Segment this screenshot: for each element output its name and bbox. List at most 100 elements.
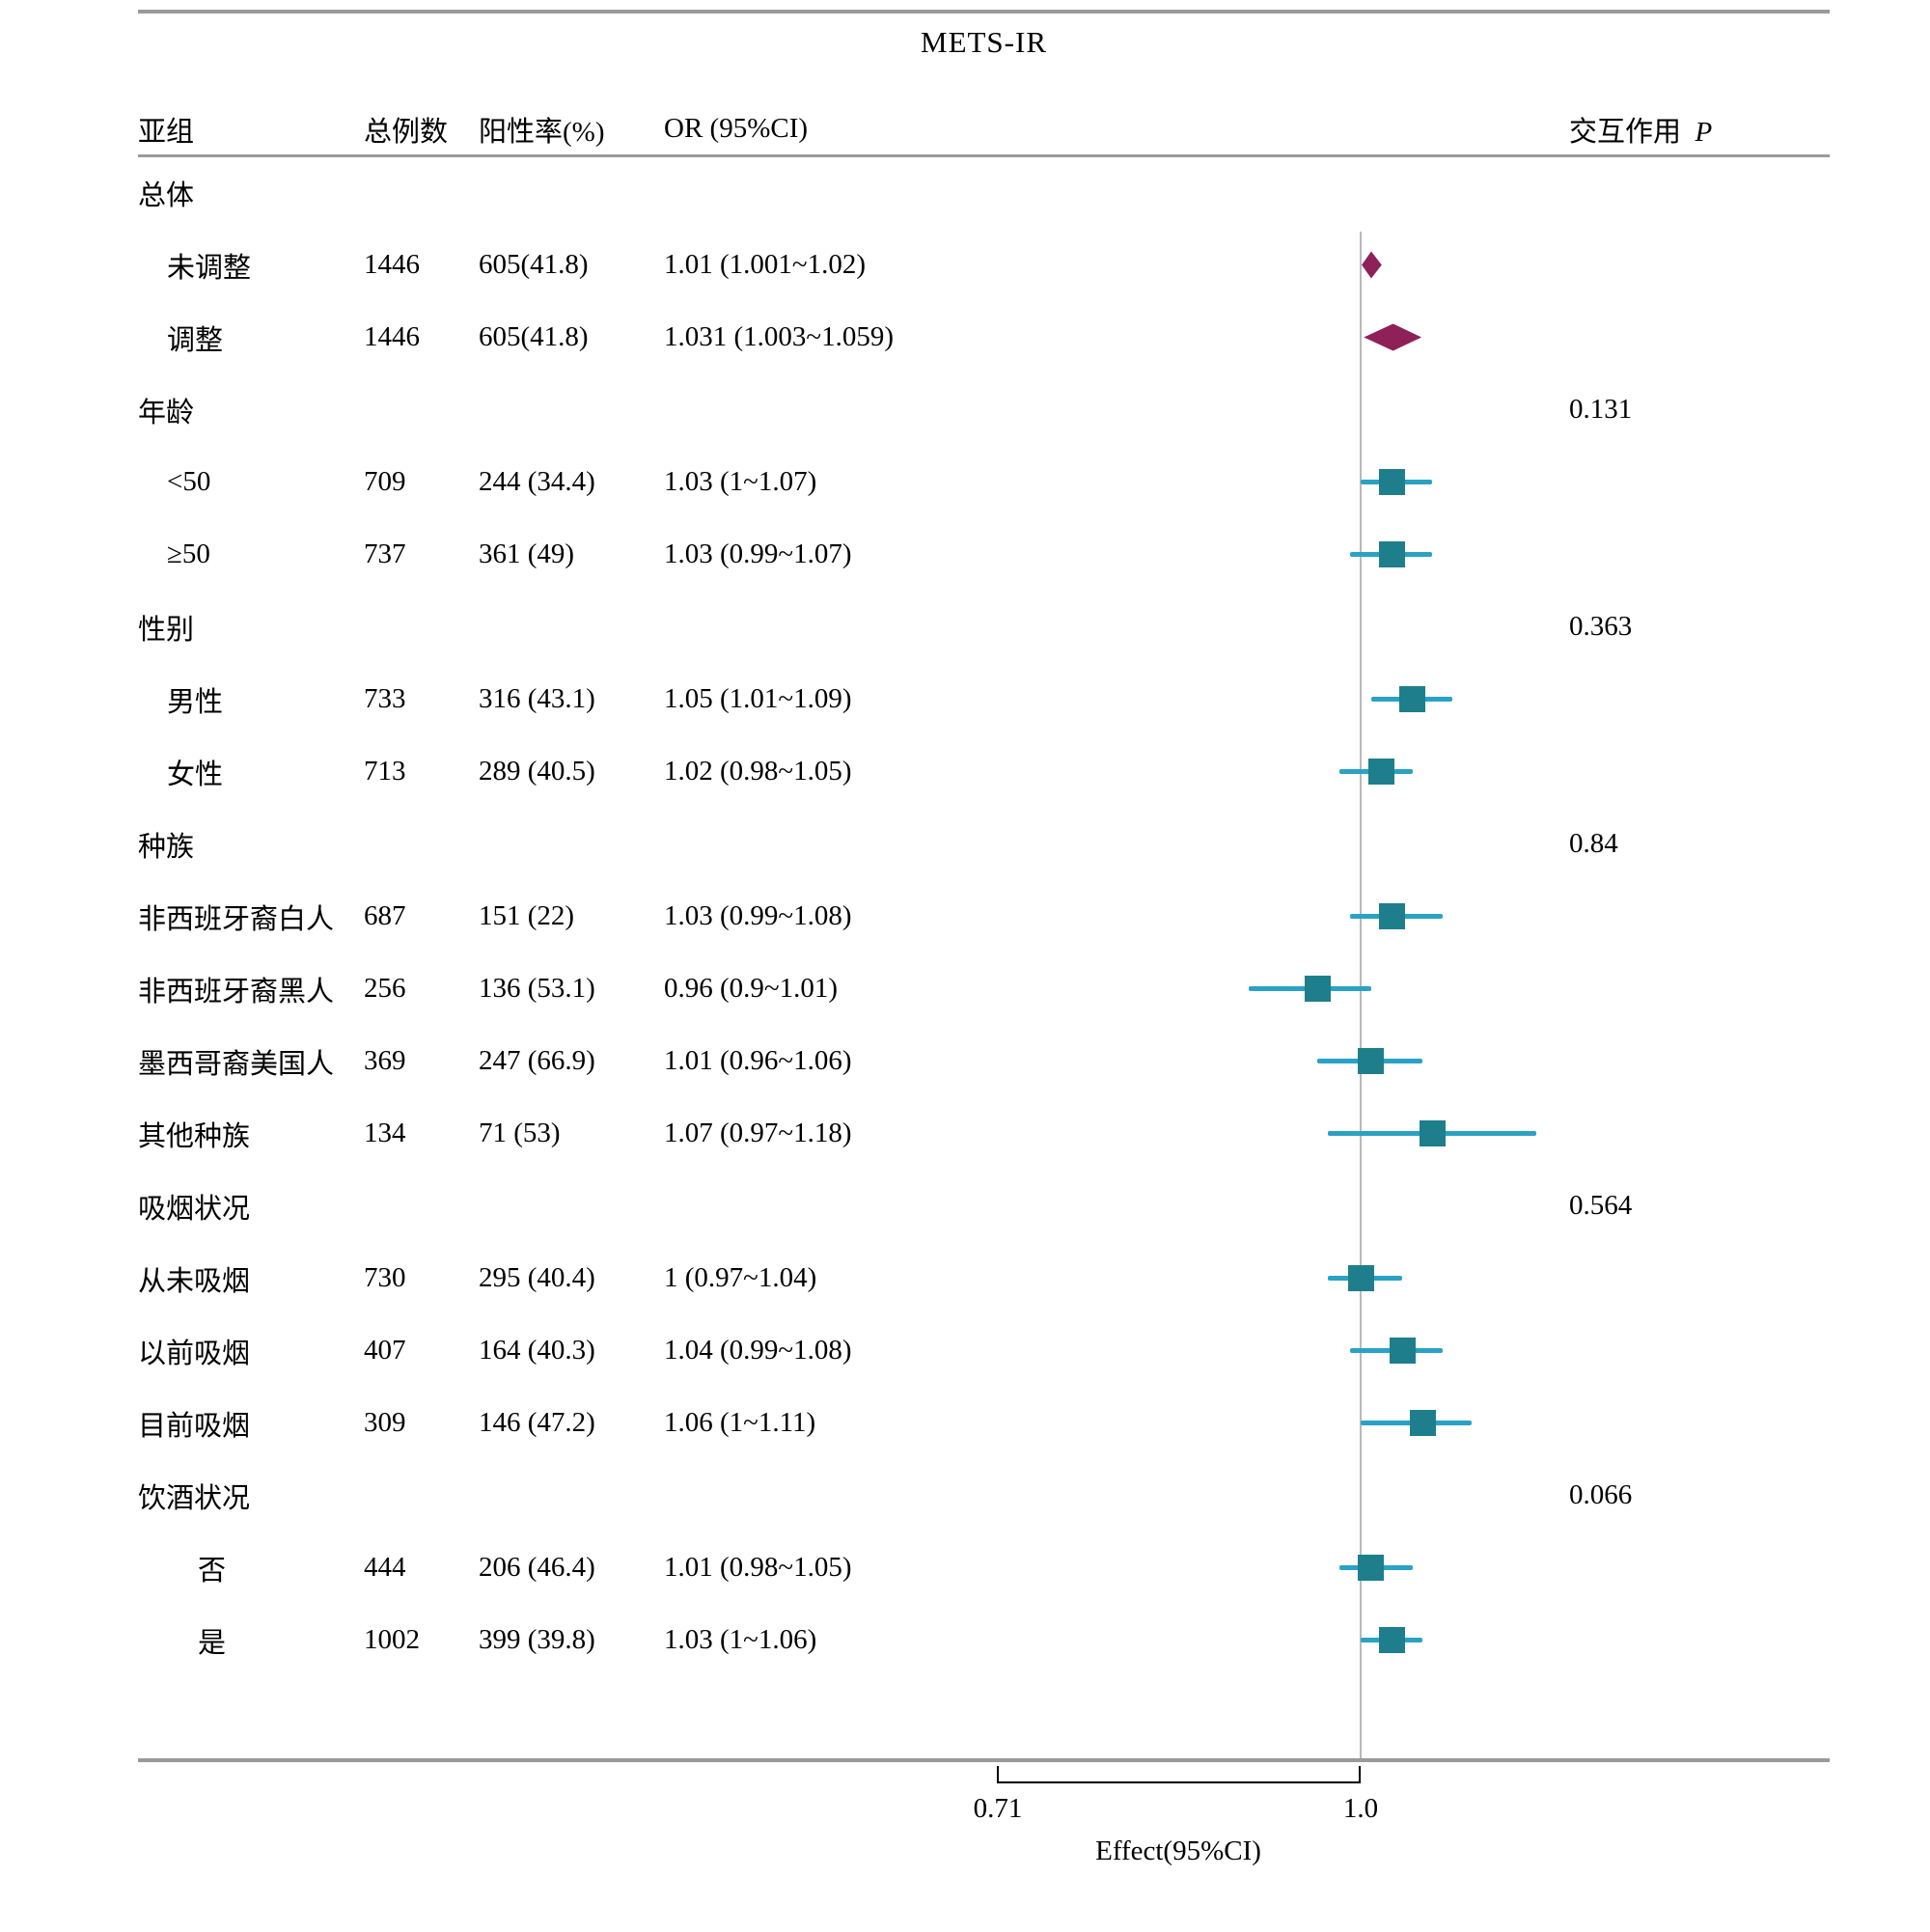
- plot-cell: [965, 1314, 1563, 1387]
- total-count: 256: [364, 973, 406, 1004]
- positive-rate: 605(41.8): [479, 249, 589, 280]
- positive-rate: 247 (66.9): [479, 1045, 595, 1076]
- plot-cell: [965, 1097, 1563, 1170]
- column-header-rate: 阳性率(%): [479, 116, 605, 148]
- total-count: 134: [364, 1118, 406, 1148]
- forest-row: 以前吸烟 407 164 (40.3) 1.04 (0.99~1.08): [138, 1314, 1830, 1387]
- row-label: 男性: [167, 686, 224, 718]
- total-count: 407: [364, 1335, 406, 1366]
- row-label: 其他种族: [138, 1120, 251, 1152]
- row-label: 以前吸烟: [138, 1338, 251, 1369]
- plot-cell: [965, 663, 1563, 735]
- header-rule: [138, 154, 1830, 157]
- positive-rate: 605(41.8): [479, 321, 589, 352]
- point-estimate-marker: [1368, 759, 1395, 785]
- section-row: 年龄 0.131: [138, 373, 1830, 446]
- x-axis-tick-right: [1359, 1766, 1361, 1783]
- total-count: 444: [364, 1552, 406, 1583]
- interaction-p-value: 0.066: [1569, 1479, 1633, 1510]
- forest-row: ≥50 737 361 (49) 1.03 (0.99~1.07): [138, 518, 1830, 591]
- plot-cell: [965, 1025, 1563, 1097]
- row-label: 非西班牙裔黑人: [138, 976, 335, 1007]
- total-count: 737: [364, 538, 406, 569]
- or-value: 1.02 (0.98~1.05): [664, 756, 852, 787]
- point-estimate-marker: [1419, 1120, 1446, 1146]
- bottom-rule: [138, 1758, 1830, 1762]
- column-header-or: OR (95%CI): [664, 113, 809, 144]
- interaction-p-value: 0.564: [1569, 1190, 1633, 1221]
- column-header-interaction-p: 交互作用 P: [1563, 109, 1830, 150]
- positive-rate: 399 (39.8): [479, 1624, 595, 1655]
- plot-cell: [965, 156, 1563, 229]
- point-estimate-marker: [1379, 903, 1406, 929]
- forest-rows: 总体 未调整 1446 605(41.8) 1.01 (1.001~1.02) 调整 144…: [138, 156, 1830, 1676]
- forest-row: 调整 1446 605(41.8) 1.031 (1.003~1.059): [138, 301, 1830, 373]
- plot-cell: [965, 229, 1563, 301]
- plot-cell: [965, 735, 1563, 808]
- point-estimate-marker: [1379, 1627, 1406, 1653]
- or-value: 1.03 (1~1.06): [664, 1624, 817, 1655]
- row-label: 女性: [167, 759, 224, 790]
- row-label: 调整: [167, 324, 224, 356]
- or-value: 1.031 (1.003~1.059): [664, 321, 895, 352]
- positive-rate: 295 (40.4): [479, 1262, 595, 1293]
- column-header-total: 总例数: [364, 116, 449, 148]
- section-row: 饮酒状况 0.066: [138, 1459, 1830, 1532]
- x-axis-tick-label-071: 0.71: [973, 1793, 1023, 1824]
- top-rule: [138, 10, 1830, 14]
- row-label: 是: [198, 1627, 227, 1659]
- positive-rate: 71 (53): [479, 1118, 561, 1148]
- point-estimate-marker: [1358, 1555, 1385, 1581]
- total-count: 709: [364, 466, 406, 497]
- plot-cell: [965, 808, 1563, 880]
- row-label: 否: [198, 1555, 227, 1587]
- interaction-p-value: 0.84: [1569, 828, 1618, 859]
- row-label: 吸烟状况: [138, 1193, 251, 1225]
- p-symbol: P: [1695, 116, 1713, 148]
- total-count: 369: [364, 1045, 406, 1076]
- or-value: 1.05 (1.01~1.09): [664, 683, 852, 714]
- or-value: 1.04 (0.99~1.08): [664, 1335, 852, 1366]
- forest-row: 男性 733 316 (43.1) 1.05 (1.01~1.09): [138, 663, 1830, 735]
- plot-cell: [965, 1170, 1563, 1242]
- interaction-p-value: 0.363: [1569, 611, 1633, 642]
- plot-cell: [965, 591, 1563, 663]
- section-row: 性别 0.363: [138, 591, 1830, 663]
- total-count: 733: [364, 683, 406, 714]
- column-header-row: 亚组 总例数 阳性率(%) OR (95%CI) 交互作用 P: [138, 93, 1830, 148]
- forest-row: 未调整 1446 605(41.8) 1.01 (1.001~1.02): [138, 229, 1830, 301]
- total-count: 309: [364, 1407, 406, 1438]
- row-label: 种族: [138, 831, 195, 863]
- x-axis-tick-left: [997, 1766, 999, 1783]
- positive-rate: 206 (46.4): [479, 1552, 595, 1583]
- diamond-marker: [1364, 323, 1422, 351]
- total-count: 1446: [364, 249, 420, 280]
- row-label: 总体: [138, 179, 195, 211]
- point-estimate-marker: [1379, 469, 1406, 495]
- point-estimate-marker: [1389, 1338, 1416, 1364]
- positive-rate: 146 (47.2): [479, 1407, 595, 1438]
- point-estimate-marker: [1347, 1265, 1374, 1291]
- row-label: 非西班牙裔白人: [138, 903, 335, 935]
- point-estimate-marker: [1379, 541, 1406, 567]
- plot-cell: [965, 518, 1563, 591]
- column-header-subgroup: 亚组: [138, 116, 195, 148]
- row-label: 饮酒状况: [138, 1482, 251, 1514]
- or-value: 1.01 (0.96~1.06): [664, 1045, 852, 1076]
- forest-row: 非西班牙裔黑人 256 136 (53.1) 0.96 (0.9~1.01): [138, 952, 1830, 1025]
- or-value: 0.96 (0.9~1.01): [664, 973, 839, 1004]
- row-label: 性别: [138, 614, 195, 646]
- plot-cell: [965, 373, 1563, 446]
- total-count: 713: [364, 756, 406, 787]
- or-value: 1.03 (0.99~1.07): [664, 538, 852, 569]
- forest-row: 目前吸烟 309 146 (47.2) 1.06 (1~1.11): [138, 1387, 1830, 1459]
- positive-rate: 289 (40.5): [479, 756, 595, 787]
- row-label: 从未吸烟: [138, 1265, 251, 1297]
- forest-row: 是 1002 399 (39.8) 1.03 (1~1.06): [138, 1604, 1830, 1676]
- plot-cell: [965, 446, 1563, 518]
- row-label: ≥50: [167, 538, 210, 569]
- x-axis-tick-label-10: 1.0: [1342, 1793, 1379, 1824]
- or-value: 1.01 (0.98~1.05): [664, 1552, 852, 1583]
- reference-line: [1360, 232, 1362, 1758]
